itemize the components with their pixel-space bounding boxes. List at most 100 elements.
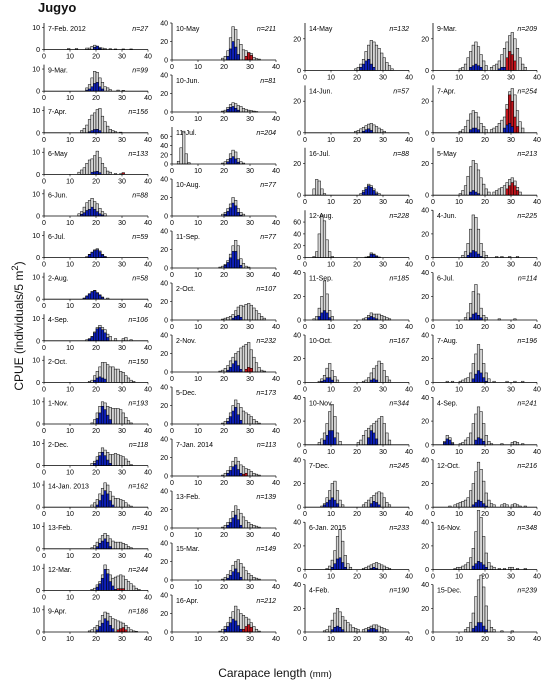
y-tick-label: 20: [421, 99, 429, 106]
y-tick-label: 40: [160, 281, 168, 288]
bar-blue: [333, 437, 337, 446]
x-tick-label: 40: [144, 345, 152, 352]
bar-red: [513, 116, 517, 134]
bar-blue: [106, 414, 110, 425]
bar-blue: [234, 108, 238, 113]
bar-blue: [234, 46, 238, 61]
bar-blue: [228, 522, 233, 529]
bar-blue: [103, 455, 107, 466]
panel-n-label: n=77: [260, 182, 277, 189]
bar-blue: [95, 292, 99, 300]
bar-total: [249, 416, 253, 425]
x-tick-label: 20: [92, 220, 100, 227]
bar-blue: [369, 503, 373, 508]
x-tick-label: 0: [170, 480, 174, 487]
y-tick-label: 40: [293, 520, 301, 527]
y-tick-label: 40: [160, 229, 168, 236]
bar-total: [482, 251, 486, 258]
x-tick-label: 40: [272, 272, 280, 279]
panel-date-label: 7-Dec.: [309, 463, 330, 470]
bar-total: [382, 565, 386, 570]
bar-total: [471, 483, 475, 508]
y-tick-label: 20: [160, 152, 168, 159]
bar-total: [364, 430, 368, 446]
x-tick-label: 40: [144, 137, 152, 144]
panel-n-label: n=88: [393, 151, 409, 158]
x-tick-label: 20: [92, 594, 100, 601]
bar-total: [241, 516, 246, 529]
x-tick-label: 10: [327, 511, 335, 518]
x-tick-label: 40: [144, 428, 152, 435]
bar-blue: [95, 328, 99, 342]
panel-3-4: 0 20 40 60 0 10 20 30 40 12-Aug. n=228: [293, 210, 413, 269]
bar-blue: [474, 312, 478, 321]
y-tick-label: 0: [164, 266, 168, 273]
y-tick-label: 20: [160, 455, 168, 462]
panel-4-4: 0 20 40 0 10 20 30 40 4-Jun. n=225: [421, 208, 541, 269]
panel-date-label: 6-May: [48, 151, 68, 158]
panel-3-5: 0 20 40 0 10 20 30 40 11-Sep. n=185: [293, 270, 413, 331]
panel-1-15: 0 10 0 10 20 30 40 9-Apr. n=186: [32, 605, 152, 643]
y-tick-label: 0: [164, 162, 168, 169]
bar-blue: [361, 63, 366, 71]
x-tick-label: 0: [42, 594, 46, 601]
panel-n-label: n=241: [517, 400, 537, 407]
x-tick-label: 40: [272, 64, 280, 71]
x-tick-label: 30: [118, 54, 126, 61]
panel-date-label: 15-Mar.: [176, 546, 200, 553]
bar-total: [500, 187, 504, 196]
bar-total: [100, 115, 105, 134]
bar-blue: [239, 316, 243, 321]
bar-red: [515, 126, 520, 134]
x-tick-label: 30: [379, 262, 387, 269]
bar-total: [119, 541, 123, 550]
bar-total: [252, 356, 256, 373]
x-tick-label: 30: [118, 470, 126, 477]
x-tick-label: 20: [353, 324, 361, 331]
x-tick-label: 40: [144, 54, 152, 61]
bar-blue: [95, 377, 99, 383]
x-tick-label: 20: [481, 449, 489, 456]
x-tick-label: 40: [144, 178, 152, 185]
bar-total: [482, 126, 486, 134]
bar-blue: [93, 83, 97, 92]
bar-total: [226, 316, 230, 321]
bar-total: [377, 360, 381, 383]
panel-date-label: 2-Oct.: [176, 286, 195, 293]
bar-total: [380, 627, 384, 633]
bar-blue: [103, 409, 107, 425]
bar-total: [320, 438, 324, 446]
x-tick-label: 40: [405, 74, 413, 81]
bar-total: [346, 622, 350, 633]
x-tick-label: 20: [481, 137, 489, 144]
bar-total: [119, 409, 123, 425]
y-tick-label: 40: [421, 333, 429, 340]
y-tick-label: 20: [421, 294, 429, 301]
panel-date-label: 7-Jan. 2014: [176, 442, 213, 449]
panel-1-1: 0 10 0 10 20 30 40 7-Feb. 2012 n=27: [32, 23, 152, 61]
panel-n-label: n=107: [256, 286, 277, 293]
x-tick-label: 0: [303, 199, 307, 206]
bar-total: [82, 167, 86, 175]
y-tick-label: 20: [293, 481, 301, 488]
y-tick-label: 40: [293, 395, 301, 402]
x-tick-label: 20: [481, 511, 489, 518]
y-tick-label: 0: [425, 442, 429, 449]
bar-blue: [231, 410, 235, 425]
bar-blue: [228, 416, 233, 425]
bar-total: [129, 583, 133, 591]
bar-blue: [476, 370, 481, 383]
y-tick-label: 20: [160, 403, 168, 410]
y-tick-label: 20: [293, 606, 301, 613]
panel-n-label: n=232: [256, 338, 276, 345]
bar-blue: [476, 561, 481, 570]
bar-blue: [476, 499, 481, 508]
bar-blue: [479, 501, 483, 508]
y-tick-label: 0: [297, 442, 301, 449]
bar-blue: [367, 437, 371, 446]
bar-total: [463, 378, 468, 383]
bar-total: [315, 251, 319, 258]
x-tick-label: 40: [144, 594, 152, 601]
panel-3-2: 0 20 0 10 20 30 40 14-Jun. n=57: [293, 85, 413, 144]
panel-4-6: 0 20 40 0 10 20 30 40 7-Aug. n=196: [421, 333, 541, 394]
